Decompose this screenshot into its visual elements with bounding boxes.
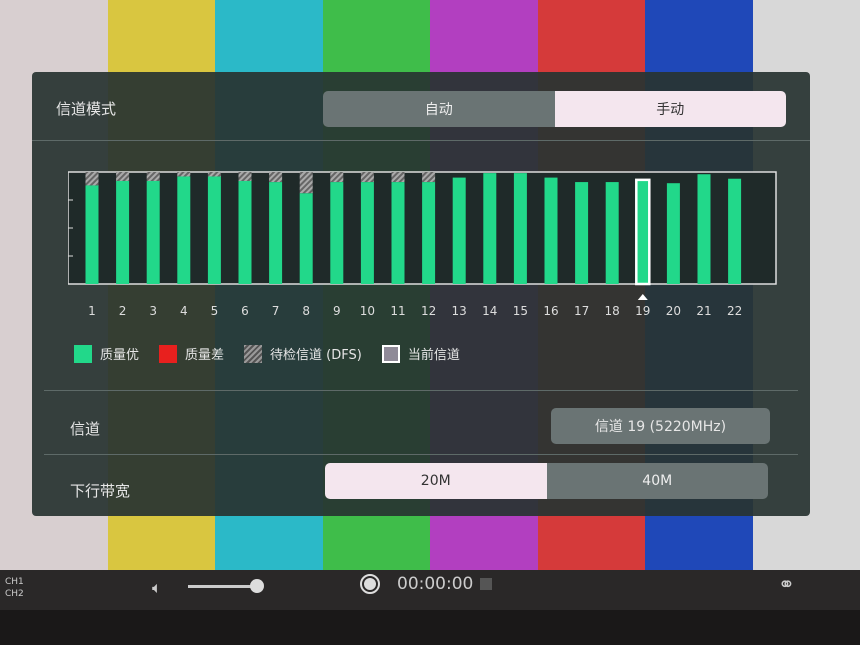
x-tick-label: 12 [421, 304, 436, 318]
bar-good-3[interactable] [146, 180, 160, 284]
legend-swatch-good [74, 344, 92, 363]
bar-good-19[interactable] [635, 178, 651, 286]
legend-swatch-current [381, 344, 400, 363]
bandwidth-40m-button[interactable]: 40M [546, 463, 768, 499]
bar-good-22[interactable] [728, 178, 742, 284]
x-tick-label: 14 [482, 304, 497, 318]
bar-good-7[interactable] [269, 182, 283, 284]
bar-good-12[interactable] [422, 182, 436, 284]
bar-good-16[interactable] [544, 177, 558, 284]
x-tick-label: 16 [543, 304, 558, 318]
x-tick-label: 19 [635, 304, 650, 318]
bar-good-5[interactable] [207, 176, 221, 284]
x-tick-label: 3 [149, 304, 157, 318]
volume-slider-handle[interactable] [250, 579, 264, 593]
bar-good-20[interactable] [666, 183, 680, 284]
color-filter-icon[interactable]: ⚭ [778, 572, 795, 596]
bandwidth-selector: 20M 40M [325, 463, 768, 499]
bar-dfs-4 [177, 172, 191, 177]
bar-good-8[interactable] [299, 193, 313, 284]
channel-value: 信道 19 (5220MHz) [594, 419, 727, 435]
bar-dfs-5 [207, 172, 221, 177]
bar-good-6[interactable] [238, 180, 252, 284]
bar-good-1[interactable] [85, 185, 99, 284]
bar-good-13[interactable] [452, 177, 466, 284]
bar-good-18[interactable] [605, 182, 619, 284]
x-tick-label: 7 [272, 304, 280, 318]
x-tick-label: 11 [390, 304, 405, 318]
x-tick-label: 9 [333, 304, 341, 318]
mode-auto-button[interactable]: 自动 [323, 91, 555, 127]
speaker-icon[interactable]: 🔈︎ [152, 578, 162, 597]
mode-label: 信道模式 [56, 99, 117, 118]
storage-icon [480, 578, 492, 590]
record-button[interactable] [360, 574, 380, 594]
bar-good-9[interactable] [330, 182, 344, 284]
channel-settings-panel: 信道模式 自动 手动 1 2 3 4 5 6 7 8 9 10 11 12 13 14 15 16 17 18 19… [32, 72, 810, 516]
bar-good-2[interactable] [116, 180, 130, 284]
bar-dfs-12 [422, 172, 436, 183]
ch2-label: CH2 [5, 589, 24, 599]
x-tick-label: 15 [513, 304, 528, 318]
x-tick-label: 17 [574, 304, 589, 318]
bottom-toolbar: CH1 CH2 🔈︎ 00:00:00 ⚭ [0, 570, 860, 610]
ch1-label: CH1 [5, 577, 24, 587]
x-tick-label: 1 [88, 304, 96, 318]
legend-label: 待检信道 (DFS) [270, 348, 362, 363]
bar-dfs-6 [238, 172, 252, 181]
x-tick-label: 10 [360, 304, 375, 318]
bar-dfs-9 [330, 172, 344, 183]
bar-dfs-8 [299, 172, 313, 194]
bar-dfs-3 [146, 172, 160, 181]
channel-label: 信道 [70, 420, 101, 438]
x-tick-label: 5 [211, 304, 219, 318]
legend-label: 质量差 [185, 348, 225, 363]
bar-dfs-11 [391, 172, 405, 183]
legend-swatch-poor [159, 344, 178, 363]
record-timer: 00:00:00 [397, 574, 474, 594]
bandwidth-20m-button[interactable]: 20M [325, 463, 547, 499]
x-tick-label: 6 [241, 304, 249, 318]
x-tick-label: 18 [605, 304, 620, 318]
legend-label: 当前信道 [407, 348, 460, 363]
channel-select[interactable]: 信道 19 (5220MHz) [551, 408, 770, 444]
legend-label: 质量优 [100, 348, 140, 363]
bar-dfs-1 [85, 172, 99, 186]
x-tick-label: 21 [696, 304, 711, 318]
bar-good-21[interactable] [697, 174, 711, 284]
bandwidth-label: 下行带宽 [70, 482, 131, 500]
channel-quality-chart: 1 2 3 4 5 6 7 8 9 10 11 12 13 14 15 16 17 18 19 20 21 22 [68, 171, 777, 318]
bar-good-17[interactable] [575, 182, 589, 284]
x-tick-label: 8 [302, 304, 310, 318]
bar-dfs-10 [360, 172, 374, 183]
bar-good-4[interactable] [177, 176, 191, 284]
mode-selector: 自动 手动 [323, 91, 786, 127]
legend-swatch-dfs [244, 344, 263, 363]
volume-slider[interactable] [188, 585, 258, 588]
bar-good-10[interactable] [360, 182, 374, 284]
x-tick-label: 2 [119, 304, 127, 318]
x-tick-label: 13 [452, 304, 467, 318]
mode-manual-button[interactable]: 手动 [554, 91, 786, 127]
bar-good-15[interactable] [513, 173, 527, 284]
x-tick-label: 4 [180, 304, 188, 318]
x-tick-label: 22 [727, 304, 742, 318]
bar-dfs-2 [116, 172, 130, 181]
bar-good-11[interactable] [391, 182, 405, 284]
chart-legend: 质量优 质量差 待检信道 (DFS) 当前信道 [74, 344, 460, 363]
bar-dfs-7 [269, 172, 283, 183]
x-tick-label: 20 [666, 304, 681, 318]
bar-good-14[interactable] [483, 173, 497, 284]
current-channel-marker-icon [637, 294, 648, 300]
